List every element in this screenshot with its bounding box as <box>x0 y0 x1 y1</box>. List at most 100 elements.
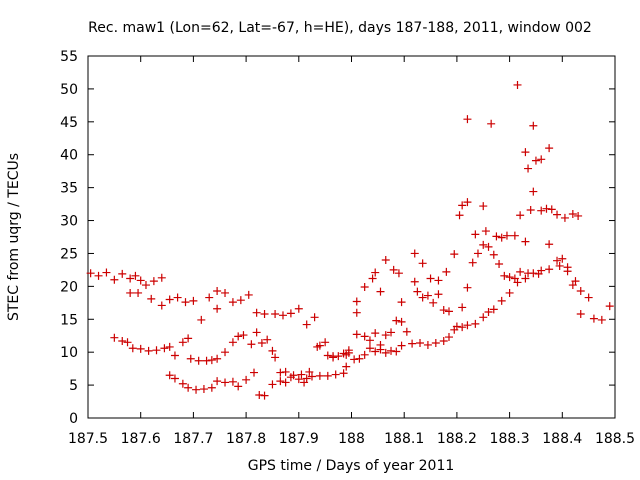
data-point-marker <box>294 375 303 384</box>
data-point-marker <box>234 332 243 341</box>
x-tick-label: 188.4 <box>542 431 582 447</box>
data-point-marker <box>381 331 390 340</box>
data-point-marker <box>147 294 156 303</box>
data-point-marker <box>429 298 438 307</box>
data-point-marker <box>189 296 198 305</box>
data-point-marker <box>281 367 290 376</box>
data-point-marker <box>545 144 554 153</box>
data-point-marker <box>323 371 332 380</box>
data-point-marker <box>350 355 359 364</box>
data-point-marker <box>589 314 598 323</box>
data-point-marker <box>228 298 237 307</box>
y-tick-label: 35 <box>60 181 78 197</box>
data-point-marker <box>468 258 477 267</box>
data-point-marker <box>323 351 332 360</box>
data-point-marker <box>516 267 525 276</box>
data-point-marker <box>479 202 488 211</box>
data-point-marker <box>500 271 509 280</box>
data-point-marker <box>537 206 546 215</box>
x-tick-label: 188.3 <box>490 431 530 447</box>
data-point-marker <box>165 342 174 351</box>
x-tick-label: 188 <box>338 431 365 447</box>
data-point-marker <box>568 209 577 218</box>
data-point-marker <box>529 187 538 196</box>
data-point-marker <box>484 308 493 317</box>
data-point-marker <box>495 259 504 268</box>
data-point-marker <box>247 340 256 349</box>
data-point-marker <box>434 276 443 285</box>
data-point-marker <box>310 313 319 322</box>
data-point-marker <box>563 263 572 272</box>
data-point-marker <box>136 276 145 285</box>
data-point-marker <box>360 332 369 341</box>
data-point-marker <box>294 304 303 313</box>
data-point-marker <box>423 340 432 349</box>
data-point-marker <box>170 351 179 360</box>
data-point-marker <box>144 346 153 355</box>
data-point-marker <box>547 205 556 214</box>
data-point-marker <box>521 274 530 283</box>
plot-border <box>87 55 616 419</box>
data-point-marker <box>197 315 206 324</box>
data-point-marker <box>497 233 506 242</box>
data-point-marker <box>128 344 137 353</box>
data-point-marker <box>276 368 285 377</box>
x-tick-label: 187.9 <box>279 431 319 447</box>
data-point-marker <box>131 271 140 280</box>
data-point-marker <box>513 278 522 287</box>
data-point-marker <box>458 323 467 332</box>
data-point-marker <box>479 240 488 249</box>
data-point-marker <box>252 328 261 337</box>
data-point-marker <box>521 237 530 246</box>
data-point-marker <box>371 268 380 277</box>
data-point-marker <box>444 333 453 342</box>
data-point-marker <box>392 347 401 356</box>
data-point-marker <box>339 369 348 378</box>
data-point-marker <box>126 288 135 297</box>
data-point-marker <box>387 328 396 337</box>
data-point-marker <box>463 115 472 124</box>
data-point-marker <box>213 377 222 386</box>
data-point-marker <box>178 338 187 347</box>
data-point-marker <box>418 293 427 302</box>
data-point-marker <box>302 320 311 329</box>
data-point-marker <box>194 356 203 365</box>
data-point-marker <box>221 288 230 297</box>
data-point-marker <box>239 331 248 340</box>
y-tick-label: 30 <box>60 214 78 230</box>
data-point-marker <box>207 356 216 365</box>
data-point-marker <box>392 316 401 325</box>
data-point-marker <box>489 250 498 259</box>
data-point-marker <box>244 290 253 299</box>
data-point-marker <box>413 287 422 296</box>
data-point-marker <box>307 372 316 381</box>
y-tick-label: 15 <box>60 312 78 328</box>
data-point-marker <box>431 338 440 347</box>
data-point-marker <box>397 298 406 307</box>
data-point-marker <box>186 354 195 363</box>
data-point-marker <box>442 267 451 276</box>
x-tick-label: 187.6 <box>121 431 161 447</box>
y-tick-label: 10 <box>60 345 78 361</box>
data-point-marker <box>574 211 583 220</box>
data-point-marker <box>360 283 369 292</box>
data-point-marker <box>389 265 398 274</box>
data-point-marker <box>524 269 533 278</box>
data-point-marker <box>321 338 330 347</box>
data-point-marker <box>207 383 216 392</box>
y-tick-label: 5 <box>69 378 78 394</box>
data-point-marker <box>497 296 506 305</box>
data-point-marker <box>484 242 493 251</box>
data-point-marker <box>141 281 150 290</box>
data-point-marker <box>252 308 261 317</box>
data-point-marker <box>510 231 519 240</box>
data-point-marker <box>278 311 287 320</box>
data-point-marker <box>439 336 448 345</box>
y-tick-label: 20 <box>60 279 78 295</box>
data-points <box>86 80 614 400</box>
data-point-marker <box>387 346 396 355</box>
data-point-marker <box>576 310 585 319</box>
data-point-marker <box>365 336 374 345</box>
x-tick-label: 188.1 <box>384 431 424 447</box>
